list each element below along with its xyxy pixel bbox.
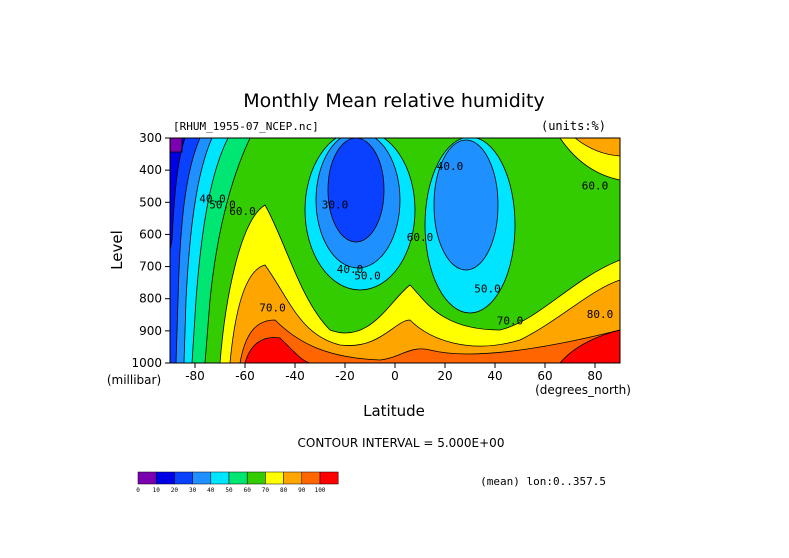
contour-band-15 xyxy=(245,337,310,363)
units-label: (units:%) xyxy=(541,119,606,133)
colorbar-swatch-3 xyxy=(174,471,193,485)
colorbar-tick-1: 0 xyxy=(136,487,140,494)
x-tick-label-5: 0 xyxy=(391,369,399,383)
y-tick-label-4: 600 xyxy=(139,227,162,241)
contour-label-1: 40.0 xyxy=(199,192,226,205)
contour-line-14 xyxy=(239,319,620,363)
contour-band-5 xyxy=(170,138,185,250)
x-tick-label-2: -60 xyxy=(235,369,255,383)
colorbar-swatch-8 xyxy=(265,471,284,485)
colorbar-swatch-7 xyxy=(246,471,266,485)
y-tick-label-8: 1000 xyxy=(131,356,162,370)
x-axis-label: Latitude xyxy=(363,402,425,420)
y-tick-label-1: 300 xyxy=(139,131,162,145)
contour-label-11: 70.0 xyxy=(497,314,524,327)
colorbar-swatch-4 xyxy=(192,471,212,485)
colorbar-tick-8: 70 xyxy=(262,487,270,494)
colorbar-tick-3: 20 xyxy=(171,487,179,494)
colorbar-tick-5: 40 xyxy=(207,487,215,494)
contour-interval-text: CONTOUR INTERVAL = 5.000E+00 xyxy=(298,436,505,450)
contour-label-2: 50.0 xyxy=(209,199,236,212)
contour-label-8: 40.0 xyxy=(437,160,464,173)
contour-band-6 xyxy=(170,138,182,152)
contour-line-11 xyxy=(433,139,499,271)
contour-line-10 xyxy=(424,138,516,314)
contour-line-9 xyxy=(327,138,385,243)
contour-line-8 xyxy=(315,138,401,269)
x-tick-label-3: -40 xyxy=(285,369,305,383)
contour-band-12 xyxy=(220,205,620,363)
y-tick-label-3: 500 xyxy=(139,195,162,209)
y-axis-label: Level xyxy=(108,230,126,270)
colorbar-tick-2: 10 xyxy=(153,487,161,494)
colorbar-swatch-1 xyxy=(137,471,157,485)
file-label: [RHUM_1955-07_NCEP.nc] xyxy=(173,120,319,133)
colorbar-swatch-9 xyxy=(283,471,303,485)
colorbar-tick-7: 60 xyxy=(244,487,252,494)
contour-line-6 xyxy=(170,138,183,153)
contour-band-14 xyxy=(240,320,620,363)
colorbar-tick-11: 100 xyxy=(315,487,326,494)
y-axis: 300 400 500 600 700 800 900 1000 xyxy=(131,131,170,370)
x-tick-label-6: 20 xyxy=(437,369,452,383)
mean-label: (mean) lon:0..357.5 xyxy=(480,475,606,488)
y-units-label: (millibar) xyxy=(107,373,161,387)
contour-labels: 40.050.060.0 30.040.050.060.040.050.070.0… xyxy=(199,160,613,327)
y-tick-label-5: 700 xyxy=(139,260,162,274)
contour-band-11 xyxy=(434,140,498,270)
contour-label-4: 30.0 xyxy=(322,199,349,212)
contour-lines xyxy=(170,138,620,363)
contour-line-2 xyxy=(170,138,229,363)
colorbar-tick-9: 80 xyxy=(280,487,288,494)
contour-label-7: 60.0 xyxy=(407,231,434,244)
x-axis: -80 -60 -40 -20 0 20 40 60 80 xyxy=(185,363,603,383)
x-tick-label-9: 80 xyxy=(587,369,602,383)
contour-label-9: 50.0 xyxy=(474,282,501,295)
contour-line-4 xyxy=(170,138,201,363)
colorbar-swatch-10 xyxy=(301,471,321,485)
contour-line-1 xyxy=(170,138,251,363)
colorbar-tick-6: 50 xyxy=(225,487,233,494)
contour-label-13: 80.0 xyxy=(587,308,614,321)
x-units-label: (degrees_north) xyxy=(535,383,631,397)
contour-label-12: 60.0 xyxy=(582,179,609,192)
x-tick-label-1: -80 xyxy=(185,369,205,383)
contour-band-18 xyxy=(575,138,620,156)
colorbar: 0 10 20 30 40 50 60 70 80 90 100 xyxy=(136,471,339,494)
contour-band-9 xyxy=(328,138,384,242)
contour-line-13 xyxy=(229,264,620,363)
x-tick-label-7: 40 xyxy=(487,369,502,383)
colorbar-swatch-2 xyxy=(155,471,175,485)
colorbar-swatch-11 xyxy=(319,471,339,485)
chart-title: Monthly Mean relative humidity xyxy=(243,90,545,112)
contour-band-16 xyxy=(560,330,620,363)
contour-label-5: 40.0 xyxy=(337,263,364,276)
x-tick-label-8: 60 xyxy=(537,369,552,383)
contour-line-15 xyxy=(244,337,311,363)
contour-line-3 xyxy=(170,138,213,363)
contour-line-5 xyxy=(170,138,186,251)
y-tick-label-7: 900 xyxy=(139,324,162,338)
contour-line-18 xyxy=(574,138,620,157)
colorbar-tick-10: 90 xyxy=(298,487,306,494)
colorbar-tick-4: 30 xyxy=(189,487,197,494)
y-tick-label-2: 400 xyxy=(139,163,162,177)
contour-label-6: 50.0 xyxy=(354,269,381,282)
contour-label-10: 70.0 xyxy=(259,302,286,315)
x-tick-label-4: -20 xyxy=(335,369,355,383)
y-tick-label-6: 800 xyxy=(139,292,162,306)
contour-label-3: 60.0 xyxy=(229,205,256,218)
contour-line-12 xyxy=(219,204,620,363)
contour-line-7 xyxy=(304,138,416,291)
colorbar-swatch-6 xyxy=(228,471,248,485)
colorbar-swatch-5 xyxy=(210,471,230,485)
contour-field xyxy=(170,138,620,363)
